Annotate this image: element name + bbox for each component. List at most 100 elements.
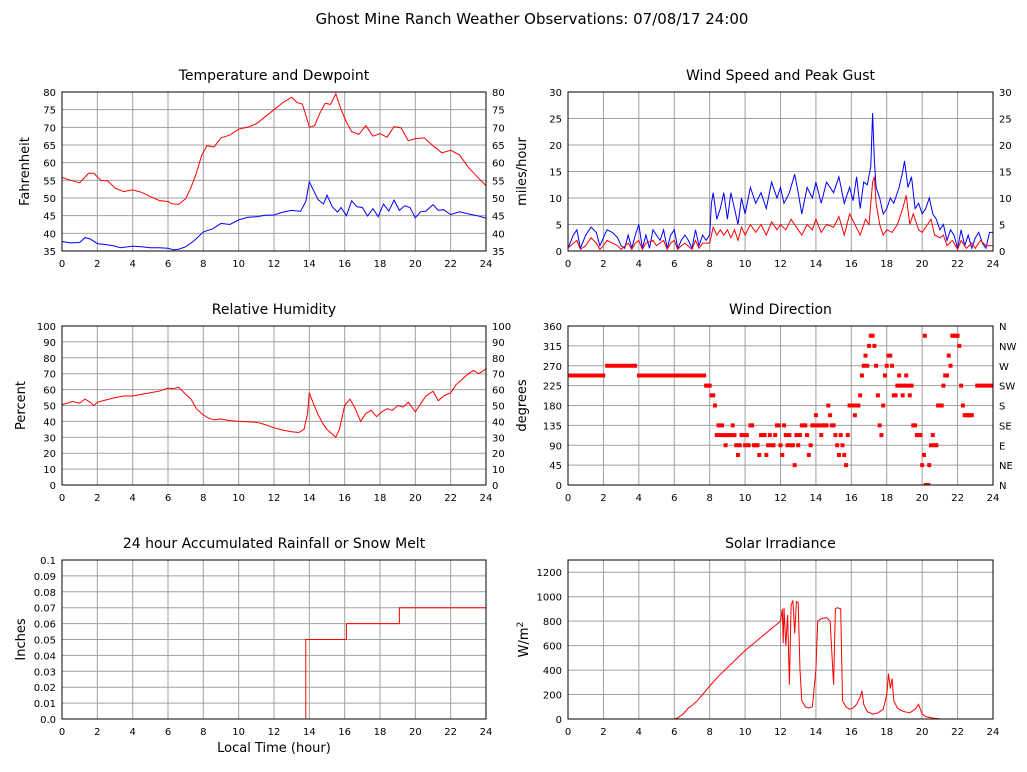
wind-ytick-label: 30	[549, 88, 562, 99]
wdir-point	[870, 333, 875, 338]
solar-data	[568, 600, 993, 719]
wind-xtick-label: 16	[845, 259, 858, 270]
wind-ytick-right-label: 15	[999, 168, 1012, 179]
rain-ytick-label: 0.0	[40, 715, 56, 726]
wdir-point	[734, 443, 739, 448]
rh-ytick-label: 60	[43, 386, 56, 397]
solar-ytick-label: 600	[543, 642, 562, 653]
wdir-point	[720, 423, 725, 428]
rain-xtick-label: 0	[59, 727, 65, 738]
wdir-point	[716, 423, 721, 428]
wind-series-0	[568, 113, 993, 251]
temp-ytick-label: 35	[43, 247, 56, 258]
solar-ytick-label: 200	[543, 691, 562, 702]
wind-xtick-label: 18	[880, 259, 893, 270]
wdir-point	[856, 403, 861, 408]
wdir-point	[721, 433, 726, 438]
wind-ytick-label: 15	[549, 168, 562, 179]
solar-xtick-label: 4	[636, 727, 642, 738]
solar-frame	[567, 559, 994, 720]
wind-xtick-label: 4	[636, 259, 642, 270]
temp-xtick-label: 14	[303, 259, 316, 270]
wind-ytick-right-label: 20	[999, 141, 1012, 152]
rh-xtick-label: 4	[129, 493, 135, 504]
wind-ytick-label: 25	[549, 115, 562, 126]
wdir-ytick-right-label: NW	[999, 342, 1016, 353]
wdir-point	[858, 393, 863, 398]
wdir-point	[808, 443, 813, 448]
wdir-point	[737, 443, 742, 448]
rain-xtick-label: 8	[200, 727, 206, 738]
wdir-point	[819, 433, 824, 438]
wdir-xtick-label: 24	[987, 493, 1000, 504]
rain-xtick-label: 4	[129, 727, 135, 738]
solar-ytick-label: 1000	[537, 593, 562, 604]
wind-xtick-label: 24	[987, 259, 1000, 270]
wdir-ytick-label: 135	[543, 421, 562, 432]
wdir-point	[872, 343, 877, 348]
wind-ytick-right-label: 0	[999, 247, 1005, 258]
wdir-point	[922, 333, 927, 338]
rain-ytick-label: 0.05	[34, 636, 56, 647]
wdir-point	[762, 433, 767, 438]
wdir-point	[750, 423, 755, 428]
rain-xtick-label: 12	[268, 727, 281, 738]
wind-series-1	[568, 176, 993, 251]
wdir-point	[907, 393, 912, 398]
rh-ylabel: Percent	[14, 381, 29, 430]
wdir-point	[812, 423, 817, 428]
wdir-point	[865, 363, 870, 368]
temp-ytick-label: 75	[43, 106, 56, 117]
wdir-point	[897, 373, 902, 378]
wdir-point	[879, 433, 884, 438]
solar-xtick-label: 16	[845, 727, 858, 738]
temp-ytick-label: 60	[43, 159, 56, 170]
wdir-point	[792, 463, 797, 468]
wind-xtick-label: 10	[739, 259, 752, 270]
wdir-point	[838, 433, 843, 438]
wdir-point	[728, 433, 733, 438]
wdir-xtick-label: 8	[706, 493, 712, 504]
temp-xtick-label: 12	[268, 259, 281, 270]
rh-ytick-label: 40	[43, 417, 56, 428]
rain-data	[62, 607, 486, 719]
wdir-point	[778, 443, 783, 448]
rh-ytick-label: 80	[43, 354, 56, 365]
wdir-xtick-label: 2	[600, 493, 606, 504]
rh-ytick-right-label: 10	[492, 465, 505, 476]
rh-data	[62, 368, 486, 439]
rh-ytick-label: 50	[43, 402, 56, 413]
wdir-point	[906, 383, 910, 388]
temp-ytick-right-label: 75	[492, 106, 505, 117]
temp-xtick-label: 2	[94, 259, 100, 270]
rh-ytick-label: 0	[50, 481, 56, 492]
wdir-point	[718, 433, 723, 438]
temp-ytick-label: 55	[43, 176, 56, 187]
rain-frame	[61, 559, 487, 720]
wdir-point	[882, 373, 887, 378]
wdir-point	[861, 363, 866, 368]
rh-ytick-right-label: 30	[492, 433, 505, 444]
wind-xtick-label: 2	[600, 259, 606, 270]
wdir-point	[939, 403, 944, 408]
wind-xtick-label: 6	[671, 259, 677, 270]
temp-ytick-right-label: 80	[492, 88, 505, 99]
wdir-point	[913, 423, 918, 428]
rain-xtick-label: 16	[338, 727, 351, 738]
rain-ytick-label: 0.01	[34, 699, 56, 710]
rain-ytick-label: 0.1	[40, 556, 56, 567]
wdir-point	[926, 483, 931, 485]
temp-ytick-right-label: 45	[492, 212, 505, 223]
temp-series-1	[62, 180, 486, 251]
wdir-point	[929, 443, 934, 448]
wdir-xtick-label: 10	[739, 493, 752, 504]
wdir-xtick-label: 20	[916, 493, 929, 504]
wdir-point	[806, 452, 811, 457]
rh-xtick-label: 16	[338, 493, 351, 504]
temp-ytick-right-label: 40	[492, 229, 505, 240]
wdir-point	[833, 433, 838, 438]
wdir-xtick-label: 12	[774, 493, 787, 504]
wdir-point	[890, 363, 895, 368]
solar-title: Solar Irradiance	[725, 536, 836, 552]
